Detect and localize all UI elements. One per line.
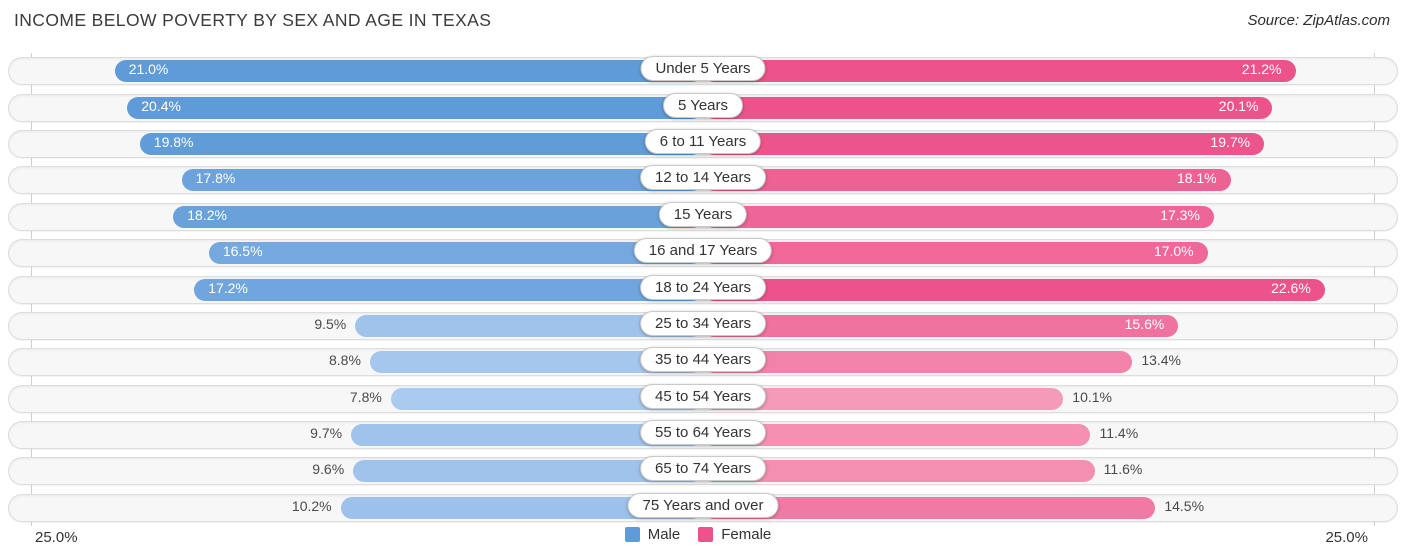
female-value-label: 14.5% bbox=[1164, 497, 1205, 514]
male-value-label: 9.6% bbox=[312, 461, 345, 478]
category-label: 6 to 11 Years bbox=[644, 128, 762, 154]
female-value-label: 13.4% bbox=[1141, 352, 1182, 369]
male-bar bbox=[114, 60, 703, 83]
category-label: 12 to 14 Years bbox=[640, 165, 766, 191]
female-value-label: 21.2% bbox=[1241, 61, 1282, 78]
table-row: 7.8% 10.1% 45 to 54 Years bbox=[8, 383, 1398, 413]
male-value-label: 17.8% bbox=[195, 170, 236, 187]
category-label: 16 and 17 Years bbox=[633, 238, 773, 264]
male-value-label: 7.8% bbox=[349, 388, 382, 405]
table-row: 9.7% 11.4% 55 to 64 Years bbox=[8, 420, 1398, 450]
male-bar bbox=[351, 424, 703, 447]
table-row: 18.2% 17.3% 15 Years bbox=[8, 201, 1398, 231]
female-bar bbox=[703, 96, 1273, 119]
male-value-label: 20.4% bbox=[141, 97, 181, 114]
female-bar bbox=[703, 424, 1091, 447]
male-value-label: 21.0% bbox=[128, 61, 169, 78]
male-bar bbox=[369, 351, 703, 374]
female-value-label: 11.6% bbox=[1103, 461, 1143, 478]
table-row: 20.4% 20.1% 5 Years bbox=[8, 92, 1398, 122]
female-bar bbox=[703, 351, 1133, 374]
male-bar bbox=[173, 205, 703, 228]
male-legend-label: Male bbox=[647, 526, 681, 543]
female-bar bbox=[703, 460, 1095, 483]
male-value-label: 8.8% bbox=[328, 352, 361, 369]
male-bar bbox=[127, 96, 703, 119]
chart-title: INCOME BELOW POVERTY BY SEX AND AGE IN T… bbox=[14, 10, 492, 30]
male-bar bbox=[355, 314, 703, 337]
female-value-label: 11.4% bbox=[1099, 425, 1139, 442]
female-value-label: 19.7% bbox=[1210, 133, 1251, 150]
female-value-label: 20.1% bbox=[1218, 97, 1259, 114]
female-bar bbox=[703, 387, 1064, 410]
female-bar bbox=[703, 205, 1214, 228]
female-legend-label: Female bbox=[721, 526, 772, 543]
female-value-label: 10.1% bbox=[1072, 388, 1112, 405]
male-value-label: 19.8% bbox=[153, 133, 194, 150]
male-bar bbox=[390, 387, 703, 410]
table-row: 8.8% 13.4% 35 to 44 Years bbox=[8, 347, 1398, 377]
left-axis-max-label: 25.0% bbox=[35, 529, 78, 546]
female-value-label: 18.1% bbox=[1176, 170, 1217, 187]
female-bar bbox=[703, 169, 1231, 192]
table-row: 17.8% 18.1% 12 to 14 Years bbox=[8, 165, 1398, 195]
male-value-label: 16.5% bbox=[222, 243, 263, 260]
table-row: 16.5% 17.0% 16 and 17 Years bbox=[8, 238, 1398, 268]
right-axis-max-label: 25.0% bbox=[1325, 529, 1368, 546]
chart-rows: 21.0% 21.2% Under 5 Years 20.4% 20.1% 5 Years… bbox=[8, 53, 1398, 526]
male-value-label: 10.2% bbox=[291, 497, 332, 514]
category-label: Under 5 Years bbox=[640, 56, 766, 82]
female-bar bbox=[703, 496, 1156, 519]
category-label: 35 to 44 Years bbox=[640, 347, 766, 373]
category-label: 15 Years bbox=[658, 201, 748, 227]
female-bar bbox=[703, 60, 1296, 83]
female-bar bbox=[703, 132, 1265, 155]
legend: Male Female bbox=[0, 526, 1406, 543]
female-value-label: 22.6% bbox=[1271, 279, 1311, 296]
source-attribution: Source: ZipAtlas.com bbox=[1247, 12, 1390, 29]
category-label: 65 to 74 Years bbox=[640, 456, 766, 482]
table-row: 9.5% 15.6% 25 to 34 Years bbox=[8, 310, 1398, 340]
table-row: 19.8% 19.7% 6 to 11 Years bbox=[8, 128, 1398, 158]
male-bar bbox=[208, 242, 703, 265]
category-label: 25 to 34 Years bbox=[640, 310, 766, 336]
male-bar bbox=[194, 278, 703, 301]
category-label: 75 Years and over bbox=[627, 492, 779, 518]
male-value-label: 18.2% bbox=[187, 206, 227, 223]
table-row: 10.2% 14.5% 75 Years and over bbox=[8, 492, 1398, 522]
category-label: 55 to 64 Years bbox=[640, 420, 766, 446]
female-value-label: 15.6% bbox=[1124, 315, 1165, 332]
male-bar bbox=[139, 132, 703, 155]
male-value-label: 9.5% bbox=[314, 315, 347, 332]
table-row: 17.2% 22.6% 18 to 24 Years bbox=[8, 274, 1398, 304]
female-bar bbox=[703, 242, 1208, 265]
female-value-label: 17.3% bbox=[1160, 206, 1200, 223]
category-label: 18 to 24 Years bbox=[640, 274, 766, 300]
category-label: 45 to 54 Years bbox=[640, 383, 766, 409]
table-row: 21.0% 21.2% Under 5 Years bbox=[8, 56, 1398, 86]
female-value-label: 17.0% bbox=[1153, 243, 1194, 260]
male-bar bbox=[340, 496, 703, 519]
male-legend-swatch bbox=[624, 527, 640, 542]
male-bar bbox=[353, 460, 703, 483]
male-value-label: 17.2% bbox=[208, 279, 248, 296]
female-legend-swatch bbox=[698, 527, 714, 542]
category-label: 5 Years bbox=[662, 92, 744, 118]
male-value-label: 9.7% bbox=[310, 425, 343, 442]
table-row: 9.6% 11.6% 65 to 74 Years bbox=[8, 456, 1398, 486]
female-bar bbox=[703, 278, 1325, 301]
female-bar bbox=[703, 314, 1179, 337]
male-bar bbox=[181, 169, 703, 192]
